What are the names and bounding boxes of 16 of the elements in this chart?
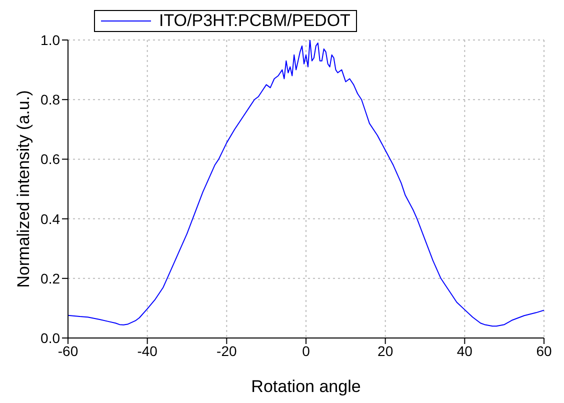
y-tick-label: 0.0 <box>40 330 60 346</box>
x-tick-label: -40 <box>137 342 158 359</box>
y-axis-title: Normalized intensity (a.u.) <box>14 90 34 288</box>
y-tick-label: 0.6 <box>40 151 60 168</box>
x-axis-title: Rotation angle <box>251 377 361 396</box>
y-tick-label: 0.2 <box>40 270 60 286</box>
x-tick-label: 20 <box>378 342 394 359</box>
x-tick-label: -20 <box>216 342 237 359</box>
x-tick-label: 0 <box>302 342 310 359</box>
legend-label: ITO/P3HT:PCBM/PEDOT <box>159 11 350 31</box>
x-tick-label: -60 <box>58 342 78 359</box>
y-tick-label: 0.4 <box>40 210 60 227</box>
x-tick-label: 40 <box>456 342 473 359</box>
y-tick-label: 0.8 <box>40 92 60 108</box>
x-tick-label: 60 <box>536 342 552 359</box>
y-tick-label: 1.0 <box>40 32 60 48</box>
